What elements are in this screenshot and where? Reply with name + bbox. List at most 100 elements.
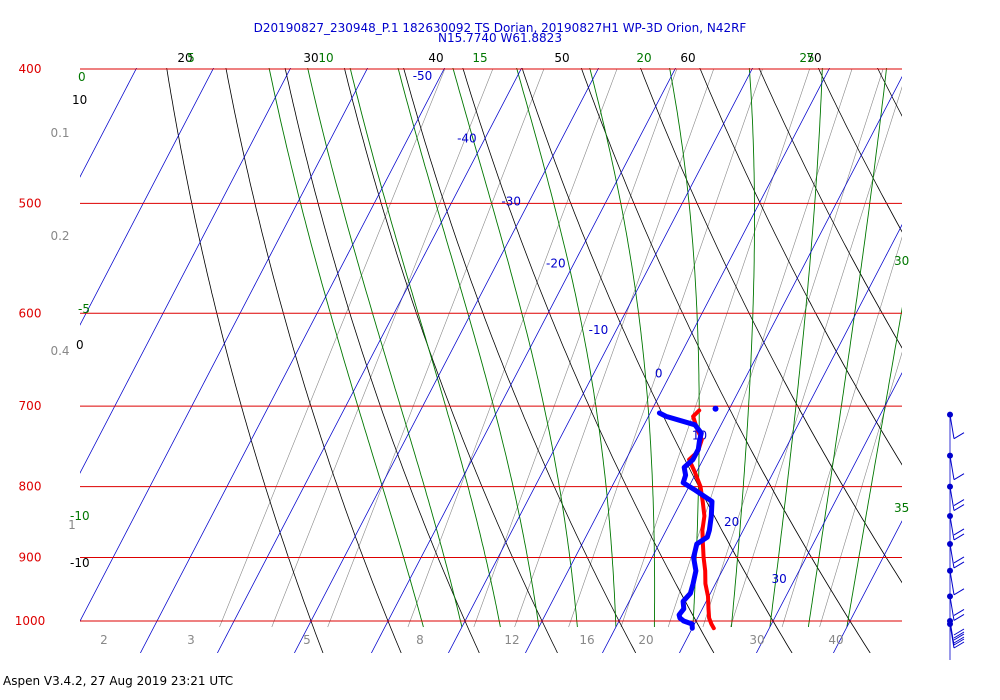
mixing-ratio-lines xyxy=(219,68,902,628)
mixing-ratio-line xyxy=(473,68,678,628)
mixing-ratio-bottom-label: 16 xyxy=(579,633,594,647)
wind-barb-feather xyxy=(953,628,965,636)
wind-barb-feather xyxy=(953,631,965,639)
dry-adiabat-line xyxy=(996,68,1000,653)
wind-barb-feather xyxy=(953,499,965,507)
mixing-ratio-left-label: 1 xyxy=(68,518,76,532)
isotherm-label: 30 xyxy=(771,572,786,586)
isobar-label: 1000 xyxy=(15,614,46,628)
wind-barb-feather xyxy=(953,641,965,649)
isotherm-label: -50 xyxy=(413,69,433,83)
wind-barb-shaft xyxy=(949,515,955,541)
moist-adiabat-line xyxy=(589,68,656,627)
wind-barb xyxy=(947,452,965,481)
dry-adiabat-line xyxy=(699,68,902,466)
mixing-ratio-line xyxy=(219,68,446,628)
wind-barb-shaft xyxy=(949,623,955,649)
moist-adiabat-line xyxy=(397,68,540,628)
moist-adiabat-line xyxy=(807,68,887,628)
mixing-ratio-bottom-label: 8 xyxy=(416,633,424,647)
isotherm-label: -10 xyxy=(589,323,609,337)
isotherm-line xyxy=(217,68,522,653)
moist-adiabat-top-label: 15 xyxy=(472,51,487,65)
top-temperature-label: 40 xyxy=(428,51,443,65)
dry-adiabat-line xyxy=(640,68,902,584)
mixing-ratio-bottom-label: 3 xyxy=(187,633,195,647)
mixing-ratio-line xyxy=(407,68,618,628)
wind-barb-feather xyxy=(953,638,965,646)
dry-adiabat-line xyxy=(521,68,793,653)
dry-adiabats xyxy=(166,68,1000,653)
wind-barb-feather xyxy=(953,473,965,481)
dry-adiabat-line xyxy=(462,68,715,653)
footer-text: Aspen V3.4.2, 27 Aug 2019 23:21 UTC xyxy=(3,674,234,688)
isotherm-line xyxy=(371,68,676,653)
isotherm-line xyxy=(294,68,599,653)
mixing-ratio-left-label: 0.1 xyxy=(50,126,69,140)
mixing-ratio-line xyxy=(819,351,902,628)
dry-adiabat-line xyxy=(284,68,480,653)
wind-barb xyxy=(947,621,965,649)
dry-adiabat-line xyxy=(225,68,402,653)
mixing-ratio-bottom-label: 2 xyxy=(100,633,108,647)
isotherm-line xyxy=(448,68,753,653)
moist-adiabat-line xyxy=(307,68,463,628)
wind-barb xyxy=(947,567,965,596)
isotherm-line xyxy=(602,75,902,653)
moist-adiabat-line xyxy=(268,68,424,628)
moist-adiabat-right-label: 30 xyxy=(894,254,909,268)
isobar-label: 700 xyxy=(19,399,42,413)
dry-adiabat-left-label: -10 xyxy=(70,556,90,570)
isotherm-line xyxy=(833,520,902,653)
moist-adiabat-left-label: -10 xyxy=(70,509,90,523)
moist-adiabat-top-label: 25 xyxy=(799,51,814,65)
dry-adiabat-line xyxy=(403,68,637,653)
moist-adiabat-top-label: 10 xyxy=(318,51,333,65)
mixing-ratio-bottom-label: 40 xyxy=(828,633,843,647)
wind-barb-feather xyxy=(953,528,965,536)
axis-labels: 4005006007008009001000-50-40-30-20-10010… xyxy=(15,51,910,647)
top-temperature-label: 30 xyxy=(303,51,318,65)
mixing-ratio-line xyxy=(271,68,494,628)
isobar-label: 500 xyxy=(19,196,42,210)
sounding-profile xyxy=(656,405,719,631)
moist-adiabat-line xyxy=(846,306,902,628)
isotherm-line xyxy=(80,68,368,622)
dry-adiabat-line xyxy=(344,68,558,653)
wind-barb-feather xyxy=(953,556,965,564)
isotherm-label: 0 xyxy=(655,367,663,381)
isobar-label: 400 xyxy=(19,62,42,76)
moist-adiabat-line xyxy=(349,68,501,628)
wind-barb-shaft xyxy=(949,543,955,569)
dewpoint-profile xyxy=(656,410,715,631)
dry-adiabat-left-label: 10 xyxy=(72,93,87,107)
mixing-ratio-line xyxy=(667,68,853,628)
wind-barb-feather xyxy=(953,613,965,621)
wind-barb-feather xyxy=(953,608,965,616)
wind-barb-feather xyxy=(953,588,965,596)
isobars xyxy=(80,68,902,622)
wind-barb-shaft xyxy=(949,570,955,595)
wind-barbs xyxy=(947,411,965,660)
moist-adiabat-line xyxy=(516,68,617,628)
moist-adiabat-top-label: 5 xyxy=(187,51,195,65)
isotherm-line xyxy=(80,68,214,326)
isotherm-label: -30 xyxy=(501,194,521,208)
moist-adiabat-line xyxy=(669,68,700,628)
moist-adiabat-left-label: -5 xyxy=(78,302,90,316)
mixing-ratio-line xyxy=(781,236,902,628)
mixing-ratio-bottom-label: 20 xyxy=(638,633,653,647)
isotherm-line xyxy=(80,68,291,474)
top-temperature-label: 70 xyxy=(806,51,821,65)
wind-barb xyxy=(947,512,965,541)
isobar-label: 800 xyxy=(19,480,42,494)
wind-barb-shaft xyxy=(949,596,955,621)
wind-barb-shaft xyxy=(949,486,955,511)
isotherm-line xyxy=(80,68,137,178)
wind-barb-feather xyxy=(953,533,965,541)
wind-barb xyxy=(947,593,965,621)
mixing-ratio-line xyxy=(702,68,884,628)
chart-subtitle: N15.7740 W61.8823 xyxy=(438,31,562,45)
isotherm-line xyxy=(679,224,902,653)
